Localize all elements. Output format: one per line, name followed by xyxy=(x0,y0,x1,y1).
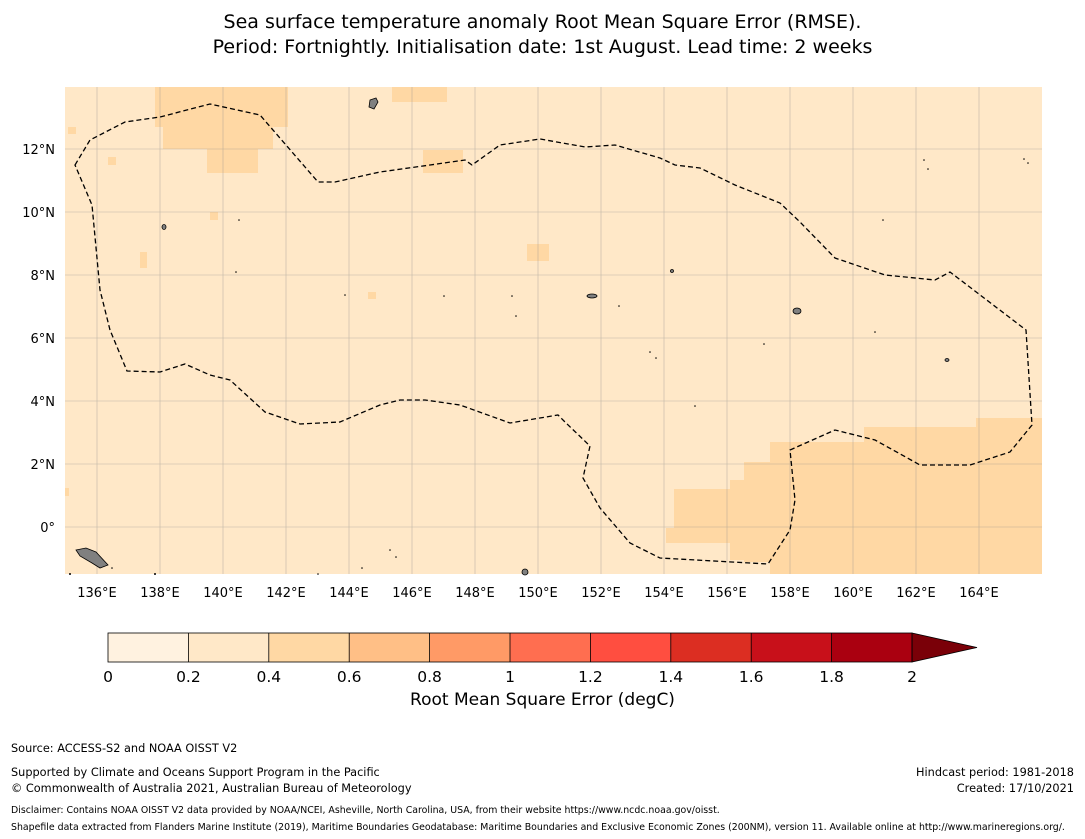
colorbar-bin-8 xyxy=(751,633,832,662)
map-figure: 136°E 138°E 140°E 142°E 144°E 146°E 148°… xyxy=(22,87,1042,686)
lat-tick-6n: 6°N xyxy=(31,332,56,347)
colorbar-bin-1 xyxy=(188,633,269,662)
colorbar-tick-labels: 0 0.2 0.4 0.6 0.8 1 1.2 1.4 1.6 1.8 2 xyxy=(103,668,917,686)
source-text: Source: ACCESS-S2 and NOAA OISST V2 xyxy=(11,742,238,755)
colorbar-extend-arrow xyxy=(911,632,978,663)
lon-tick-152: 152°E xyxy=(581,586,621,601)
lat-tick-12n: 12°N xyxy=(22,143,55,158)
lon-tick-144: 144°E xyxy=(329,586,369,601)
lat-tick-labels: 12°N 10°N 8°N 6°N 4°N 2°N 0° xyxy=(22,143,55,536)
disclaimer-text: Disclaimer: Contains NOAA OISST V2 data … xyxy=(11,805,720,816)
yap-island xyxy=(161,224,167,230)
colorbar-bin-2 xyxy=(268,633,350,662)
title-line-2: Period: Fortnightly. Initialisation date… xyxy=(212,36,873,58)
colorbar-title: Root Mean Square Error (degC) xyxy=(410,690,675,710)
lon-tick-150: 150°E xyxy=(518,586,558,601)
created-date: Created: 17/10/2021 xyxy=(956,782,1074,795)
copyright-text: © Commonwealth of Australia 2021, Austra… xyxy=(11,782,412,795)
lat-tick-0: 0° xyxy=(40,521,55,536)
lat-tick-8n: 8°N xyxy=(31,269,56,284)
colorbar xyxy=(107,632,978,663)
shapefile-credit: Shapefile data extracted from Flanders M… xyxy=(11,822,1065,833)
colorbar-tick-0.4: 0.4 xyxy=(256,668,281,686)
colorbar-tick-1.6: 1.6 xyxy=(739,668,764,686)
colorbar-bin-9 xyxy=(831,633,912,662)
chart-title: Sea surface temperature anomaly Root Mea… xyxy=(0,10,1085,60)
eez-boundary xyxy=(74,103,1033,565)
guam-island xyxy=(368,97,379,110)
colorbar-tick-1: 1 xyxy=(505,668,515,686)
atolls xyxy=(69,158,1029,575)
lon-tick-162: 162°E xyxy=(896,586,936,601)
colorbar-tick-0.2: 0.2 xyxy=(176,668,201,686)
lon-tick-142: 142°E xyxy=(266,586,306,601)
colorbar-tick-1.2: 1.2 xyxy=(578,668,603,686)
colorbar-tick-0.6: 0.6 xyxy=(337,668,362,686)
colorbar-bin-0 xyxy=(108,633,189,662)
lon-tick-148: 148°E xyxy=(455,586,495,601)
lon-tick-146: 146°E xyxy=(392,586,432,601)
colorbar-tick-0: 0 xyxy=(103,668,113,686)
map-gridlines xyxy=(65,87,1042,574)
lon-tick-156: 156°E xyxy=(707,586,747,601)
lon-tick-154: 154°E xyxy=(644,586,684,601)
lon-tick-138: 138°E xyxy=(140,586,180,601)
lat-tick-2n: 2°N xyxy=(31,458,56,473)
colorbar-bin-4 xyxy=(429,633,510,662)
kosrae-island xyxy=(944,358,950,362)
lon-tick-164: 164°E xyxy=(959,586,999,601)
lon-tick-labels: 136°E 138°E 140°E 142°E 144°E 146°E 148°… xyxy=(77,586,999,601)
chuuk-island xyxy=(586,293,598,299)
colorbar-tick-1.4: 1.4 xyxy=(658,668,683,686)
colorbar-tick-1.8: 1.8 xyxy=(819,668,844,686)
pohnpei-island xyxy=(792,307,802,315)
lon-tick-158: 158°E xyxy=(770,586,810,601)
colorbar-tick-2: 2 xyxy=(907,668,917,686)
supported-text: Supported by Climate and Oceans Support … xyxy=(11,766,380,779)
hindcast-period: Hindcast period: 1981-2018 xyxy=(916,766,1074,779)
lon-tick-140: 140°E xyxy=(203,586,243,601)
lon-tick-136: 136°E xyxy=(77,586,117,601)
colorbar-bin-5 xyxy=(510,633,591,662)
palau-island xyxy=(75,547,109,569)
colorbar-tick-0.8: 0.8 xyxy=(417,668,442,686)
islands xyxy=(75,97,950,576)
colorbar-bin-7 xyxy=(670,633,752,662)
colorbar-bin-6 xyxy=(590,633,671,662)
title-line-1: Sea surface temperature anomaly Root Mea… xyxy=(223,11,862,33)
lat-tick-10n: 10°N xyxy=(22,206,55,221)
lon-tick-160: 160°E xyxy=(833,586,873,601)
lat-tick-4n: 4°N xyxy=(31,395,56,410)
colorbar-bin-3 xyxy=(349,633,430,662)
